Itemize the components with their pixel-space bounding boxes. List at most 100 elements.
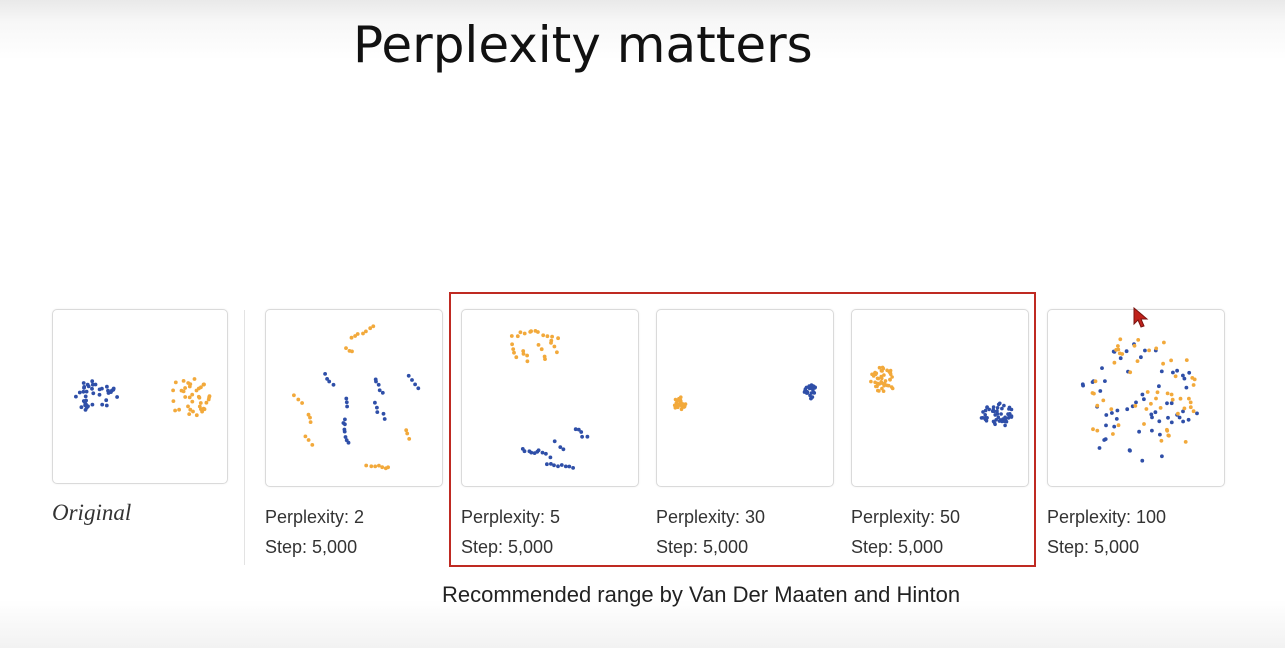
scatter-point	[199, 407, 203, 411]
scatter-point	[1142, 422, 1146, 426]
scatter-point	[303, 434, 308, 439]
scatter-point	[1169, 392, 1174, 397]
scatter-point	[194, 413, 199, 418]
scatter-point	[1009, 407, 1014, 412]
scatter-point	[86, 404, 90, 409]
scatter-point	[1155, 390, 1160, 395]
scatter-point	[886, 383, 891, 388]
scatter-point	[993, 413, 997, 417]
scatter-point	[1165, 428, 1170, 433]
scatter-point	[813, 385, 817, 390]
scatter-point	[536, 343, 541, 347]
scatter-point	[512, 350, 516, 355]
scatter-point	[91, 391, 96, 396]
scatter-point	[1181, 419, 1185, 424]
scatter-point	[373, 464, 378, 469]
scatter-point	[539, 347, 544, 352]
scatter-point	[386, 465, 390, 470]
scatter-point	[541, 333, 546, 338]
scatter-point	[525, 353, 529, 358]
scatter-point	[1178, 396, 1183, 401]
scatter-point	[190, 399, 195, 404]
slide-title: Perplexity matters	[353, 16, 813, 74]
scatter-point	[875, 376, 880, 381]
scatter-point	[869, 379, 873, 384]
original-scatter-plot	[74, 377, 212, 418]
scatter-point	[812, 391, 817, 395]
scatter-point	[890, 386, 895, 391]
scatter-point	[985, 405, 989, 410]
scatter-point	[188, 382, 193, 386]
scatter-point	[807, 384, 811, 388]
scatter-point	[413, 382, 417, 387]
scatter-point	[511, 347, 516, 351]
perplexity-30-label: Perplexity: 30	[656, 507, 766, 527]
scatter-point	[567, 464, 572, 469]
scatter-point	[405, 431, 410, 436]
scatter-point	[888, 378, 892, 382]
scatter-point	[296, 397, 301, 402]
scatter-point	[183, 386, 188, 390]
scatter-point	[344, 400, 349, 405]
scatter-point	[805, 390, 810, 394]
scatter-point	[874, 371, 879, 376]
scatter-point	[350, 349, 354, 354]
perplexity-100-scatter-plot	[1080, 337, 1199, 463]
scatter-point	[1159, 369, 1164, 374]
scatter-point	[1091, 427, 1095, 432]
perplexity-50-label: Perplexity: 50	[851, 507, 961, 527]
scatter-point	[880, 369, 884, 373]
scatter-point	[1165, 391, 1170, 396]
scatter-point	[559, 463, 564, 467]
scatter-point	[1118, 356, 1123, 361]
scatter-point	[375, 410, 380, 414]
perplexity-2-panel	[265, 309, 443, 487]
scatter-point	[306, 412, 311, 417]
scatter-point	[1133, 404, 1138, 408]
scatter-point	[93, 382, 98, 387]
scatter-point	[207, 394, 212, 398]
scatter-point	[1134, 400, 1138, 405]
perplexity-30-panel	[656, 309, 834, 487]
scatter-point	[77, 390, 82, 395]
perplexity-50-step: Step: 5,000	[851, 537, 944, 557]
scatter-point	[995, 406, 1000, 410]
scatter-point	[1183, 440, 1188, 444]
scatter-point	[680, 402, 685, 406]
divider	[244, 310, 245, 565]
scatter-point	[683, 402, 688, 406]
scatter-point	[377, 388, 382, 393]
scatter-point	[100, 386, 104, 391]
scatter-point	[1136, 338, 1141, 342]
scatter-point	[992, 409, 997, 414]
scatter-point	[407, 437, 412, 441]
scatter-point	[1154, 346, 1159, 351]
scatter-point	[522, 449, 527, 454]
scatter-point	[404, 428, 409, 433]
scatter-point	[90, 379, 95, 384]
scatter-point	[880, 376, 884, 381]
scatter-point	[181, 379, 186, 383]
scatter-point	[325, 377, 329, 381]
scatter-point	[1195, 411, 1199, 416]
scatter-point	[376, 382, 381, 387]
scatter-point	[1157, 419, 1162, 424]
scatter-point	[1006, 416, 1011, 420]
scatter-point	[306, 438, 311, 442]
scatter-point	[1162, 340, 1166, 345]
scatter-point	[870, 372, 874, 377]
scatter-point	[555, 350, 559, 355]
perplexity-50-panel	[851, 309, 1029, 487]
scatter-point	[1184, 385, 1189, 390]
scatter-point	[361, 331, 365, 336]
perplexity-2-scatter-plot	[292, 324, 421, 471]
scatter-point	[876, 388, 880, 393]
scatter-point	[1104, 423, 1108, 428]
perplexity-2-label: Perplexity: 2	[265, 507, 365, 527]
scatter-point	[1182, 376, 1187, 381]
scatter-point	[204, 400, 209, 405]
scatter-point	[552, 463, 556, 468]
scatter-point	[521, 349, 526, 353]
scatter-point	[310, 443, 315, 447]
scatter-point	[82, 386, 86, 390]
